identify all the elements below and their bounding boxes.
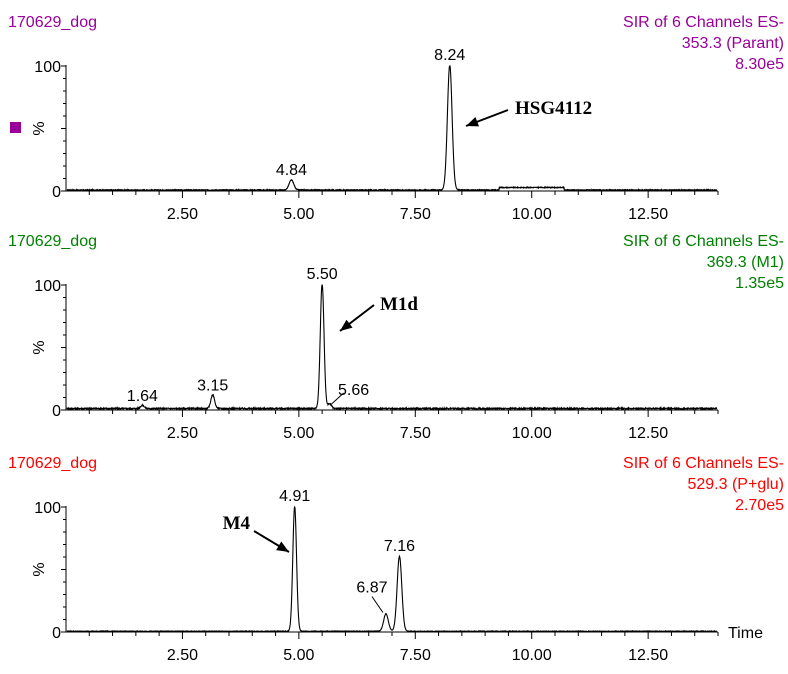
x-tick-label: 5.00 (283, 206, 314, 223)
annotation-arrow-head (466, 117, 479, 127)
peak-leader-line (371, 596, 384, 613)
x-tick-label: 2.50 (167, 206, 198, 223)
channel-header-line: 529.3 (P+glu) (687, 476, 784, 493)
x-tick-label: 10.00 (512, 425, 552, 442)
x-tick-label: 5.00 (283, 647, 314, 664)
chromatogram-panel-1: 170629_dog SIR of 6 Channels ES- 353.3 (Pa… (8, 14, 784, 223)
x-tick-label: 7.50 (400, 206, 431, 223)
y-axis-label: % (31, 121, 48, 135)
peak-leader-line (331, 392, 344, 405)
x-tick-label: 10.00 (512, 206, 552, 223)
x-tick-label: 2.50 (167, 425, 198, 442)
y-tick-label: 100 (34, 59, 61, 76)
peak-label: 5.50 (307, 266, 338, 283)
channel-header-line: 353.3 (Parant) (682, 35, 784, 52)
y-axis-label: % (31, 340, 48, 354)
sample-name: 170629_dog (8, 455, 97, 472)
chromatogram-panel-2: 170629_dog SIR of 6 Channels ES- 369.3 (M1… (8, 233, 784, 442)
peak-label: 5.66 (338, 382, 369, 399)
channel-header-line: 369.3 (M1) (707, 254, 784, 271)
channel-header-line: SIR of 6 Channels ES- (623, 233, 784, 250)
channel-header-line: SIR of 6 Channels ES- (623, 14, 784, 31)
peak-label: 7.16 (384, 538, 415, 555)
x-tick-label: 5.00 (283, 425, 314, 442)
chromatogram-trace (66, 284, 718, 412)
channel-header-line: 1.35e5 (735, 275, 784, 292)
y-tick-label: 100 (34, 500, 61, 517)
peak-label: 1.64 (127, 388, 158, 405)
annotation-arrow-head (340, 319, 353, 331)
x-tick-label: 12.50 (628, 425, 668, 442)
channel-header-line: 2.70e5 (735, 497, 784, 514)
y-tick-label: 100 (34, 278, 61, 295)
x-tick-label: 10.00 (512, 647, 552, 664)
peak-label: 4.84 (276, 162, 307, 179)
channel-header-line: 8.30e5 (735, 56, 784, 73)
compound-annotation: M1d (380, 294, 418, 315)
sample-name: 170629_dog (8, 233, 97, 250)
compound-annotation: M4 (223, 513, 251, 534)
y-tick-label: 0 (52, 403, 61, 420)
peak-label: 3.15 (197, 377, 228, 394)
x-tick-label: 12.50 (628, 647, 668, 664)
chromatogram-trace (66, 65, 718, 192)
compound-annotation: HSG4112 (515, 98, 592, 119)
annotation-arrow-head (276, 541, 289, 552)
y-axis-label: % (31, 562, 48, 576)
channel-header-line: SIR of 6 Channels ES- (623, 455, 784, 472)
peak-label: 6.87 (356, 580, 387, 597)
peak-label: 4.91 (279, 488, 310, 505)
peak-label: 8.24 (434, 47, 465, 64)
x-tick-label: 2.50 (167, 647, 198, 664)
x-tick-label: 7.50 (400, 425, 431, 442)
chromatogram-trace (66, 505, 718, 633)
y-tick-label: 0 (52, 625, 61, 642)
trace-marker (10, 122, 21, 133)
x-axis-label: Time (728, 625, 763, 642)
x-tick-label: 7.50 (400, 647, 431, 664)
sample-name: 170629_dog (8, 14, 97, 31)
x-tick-label: 12.50 (628, 206, 668, 223)
y-tick-label: 0 (52, 184, 61, 201)
chromatogram-panel-3: 170629_dog SIR of 6 Channels ES- 529.3 (P+… (8, 455, 784, 664)
